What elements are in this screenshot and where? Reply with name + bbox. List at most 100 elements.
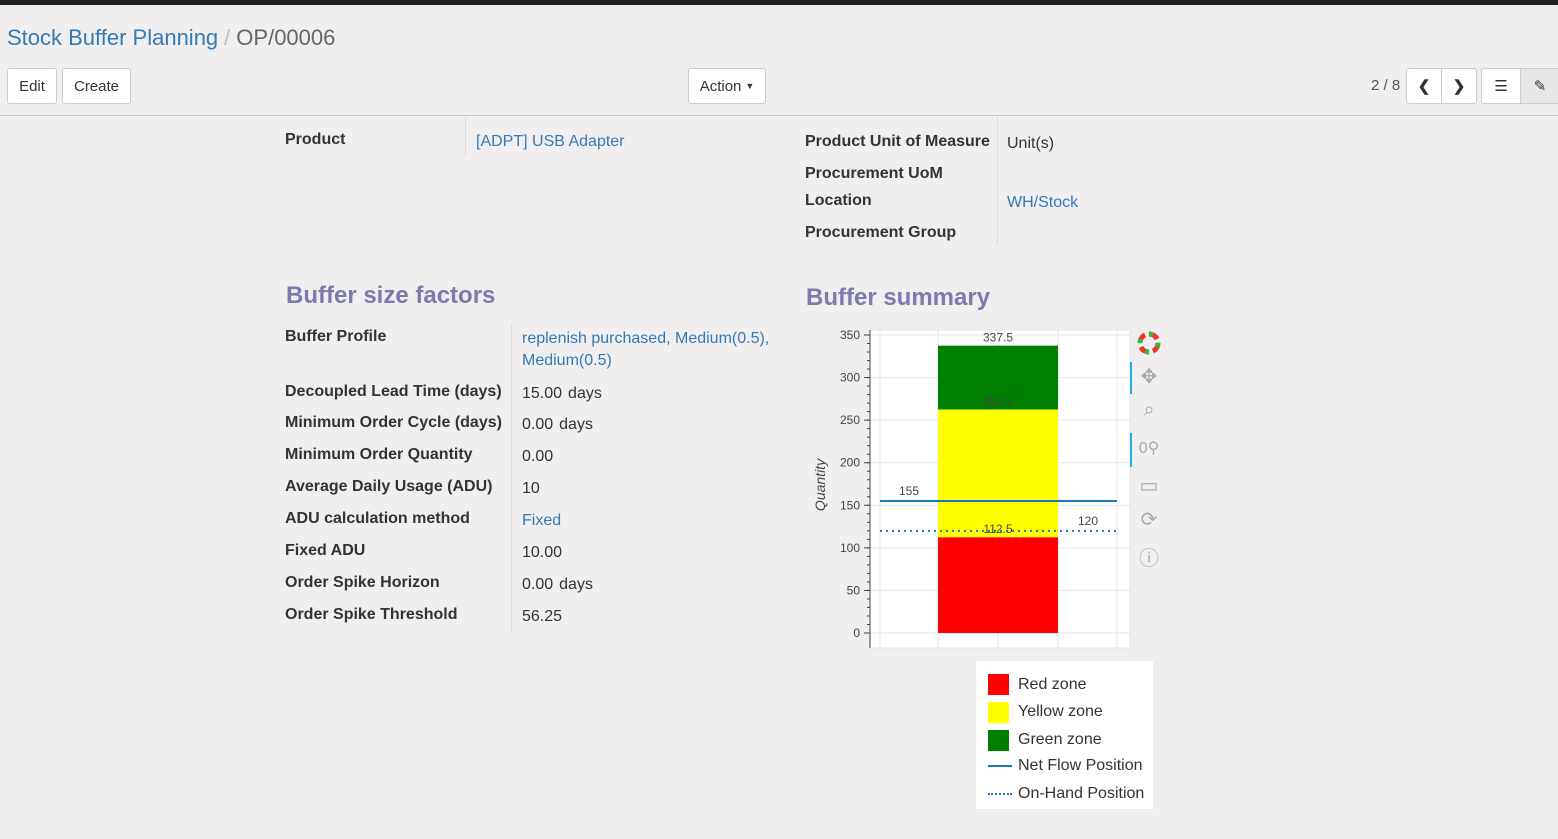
legend-swatch bbox=[988, 701, 1009, 723]
factor-value-text: 0.00 bbox=[522, 576, 554, 593]
factor-value-text: 10 bbox=[522, 480, 540, 497]
legend-swatch bbox=[988, 674, 1009, 695]
location-link[interactable]: WH/Stock bbox=[1007, 194, 1079, 211]
factor-value: 0.00 bbox=[522, 448, 553, 466]
next-button[interactable]: ❯ bbox=[1441, 68, 1477, 104]
active-tool-indicator bbox=[1130, 433, 1132, 467]
previous-button[interactable]: ❮ bbox=[1406, 68, 1442, 104]
factor-value-text: 10.00 bbox=[522, 544, 563, 561]
save-icon[interactable]: ▭ bbox=[1139, 475, 1159, 497]
product-label: Product bbox=[285, 131, 346, 148]
bokeh-logo-icon[interactable] bbox=[1136, 330, 1162, 356]
legend-item: Green zone bbox=[988, 729, 1102, 751]
buffer-summary-title: Buffer summary bbox=[806, 284, 991, 311]
y-tick-label: 200 bbox=[840, 456, 860, 470]
factor-value-text: Fixed bbox=[522, 512, 562, 529]
y-tick-label: 350 bbox=[840, 328, 860, 342]
legend-item: Net Flow Position bbox=[988, 757, 1143, 775]
location-label: Location bbox=[805, 192, 872, 209]
factor-value-text: replenish purchased, Medium(0.5), Medium… bbox=[522, 330, 770, 369]
factor-value: 10 bbox=[522, 480, 540, 498]
procurement-uom-label: Procurement UoM bbox=[805, 165, 943, 182]
control-panel: Stock Buffer Planning / OP/00006 Edit Crea… bbox=[0, 5, 1558, 116]
divider bbox=[997, 117, 998, 245]
uom-label: Product Unit of Measure bbox=[805, 133, 990, 150]
buffer-chart: 0 50 100 150 200 250 300 350 Quantity 112.5 262.5 3… bbox=[812, 328, 1131, 649]
divider bbox=[511, 324, 512, 632]
factor-label: Minimum Order Quantity bbox=[285, 446, 473, 463]
legend-label: Red zone bbox=[1018, 675, 1087, 693]
y-tick-label: 300 bbox=[840, 371, 860, 385]
list-icon: ☰ bbox=[1494, 78, 1508, 95]
breadcrumb-parent[interactable]: Stock Buffer Planning bbox=[7, 25, 219, 50]
pager-value: 2 / 8 bbox=[1371, 77, 1401, 94]
buffer-size-factors-title: Buffer size factors bbox=[286, 282, 496, 309]
bar-label: 112.5 bbox=[983, 522, 1012, 536]
y-tick-label: 0 bbox=[853, 626, 860, 640]
factor-value-text: 15.00 bbox=[522, 385, 563, 402]
bar-segment-yellow-zone bbox=[938, 409, 1058, 538]
factor-label: Minimum Order Cycle (days) bbox=[285, 414, 502, 431]
active-tool-indicator bbox=[1130, 362, 1132, 394]
caret-down-icon: ▼ bbox=[745, 81, 755, 91]
legend-item: Yellow zone bbox=[988, 701, 1103, 723]
legend-item: Red zone bbox=[988, 674, 1087, 695]
y-tick-label: 250 bbox=[840, 413, 860, 427]
breadcrumb: Stock Buffer Planning / OP/00006 bbox=[7, 25, 335, 51]
legend-label: Net Flow Position bbox=[1018, 757, 1143, 775]
bar-label: 262.5 bbox=[983, 395, 1013, 409]
y-axis-label: Quantity bbox=[812, 458, 828, 511]
factor-unit: days bbox=[568, 385, 602, 402]
form-view-button[interactable]: ✎ bbox=[1520, 68, 1558, 104]
factor-value: 0.00 days bbox=[522, 416, 593, 434]
chevron-left-icon: ❮ bbox=[1417, 78, 1431, 95]
factor-label: Order Spike Horizon bbox=[285, 574, 440, 591]
chart-legend: Red zone Yellow zone Green zone Net Flow Po… bbox=[975, 660, 1154, 810]
legend-item: On-Hand Position bbox=[988, 785, 1144, 803]
uom-value: Unit(s) bbox=[1007, 135, 1055, 152]
top-bar bbox=[0, 0, 1558, 5]
product-link[interactable]: [ADPT] USB Adapter bbox=[476, 133, 625, 150]
factor-value[interactable]: Fixed bbox=[522, 512, 561, 530]
legend-label: Green zone bbox=[1018, 731, 1102, 749]
factor-value: 10.00 bbox=[522, 544, 562, 562]
factor-label: Order Spike Threshold bbox=[285, 606, 458, 623]
factor-value: 0.00 days bbox=[522, 576, 593, 594]
line-label: 120 bbox=[1078, 514, 1098, 528]
box-zoom-icon[interactable]: ⌕ bbox=[1143, 399, 1155, 421]
list-view-button[interactable]: ☰ bbox=[1481, 68, 1521, 104]
factor-value: 15.00 days bbox=[522, 385, 602, 403]
y-tick-label: 100 bbox=[840, 541, 860, 555]
factor-label: Fixed ADU bbox=[285, 542, 366, 559]
factor-label: Buffer Profile bbox=[285, 328, 387, 345]
pan-icon[interactable]: ✥ bbox=[1140, 366, 1158, 388]
factor-value[interactable]: replenish purchased, Medium(0.5), Medium… bbox=[522, 328, 782, 372]
action-button[interactable]: Action ▼ bbox=[688, 68, 766, 104]
line-label: 155 bbox=[899, 484, 919, 498]
factor-label: ADU calculation method bbox=[285, 510, 470, 527]
procurement-group-label: Procurement Group bbox=[805, 224, 957, 241]
reset-icon[interactable]: ⟳ bbox=[1140, 509, 1158, 531]
help-icon[interactable]: ⓘ bbox=[1139, 548, 1159, 570]
edit-button[interactable]: Edit bbox=[7, 68, 57, 104]
bar-segment-green-zone bbox=[938, 345, 1058, 410]
bar-segment-red-zone bbox=[938, 537, 1058, 633]
factor-value-text: 0.00 bbox=[522, 448, 554, 465]
legend-swatch bbox=[988, 765, 1012, 768]
create-button[interactable]: Create bbox=[62, 68, 131, 104]
legend-swatch bbox=[988, 793, 1012, 796]
factor-value-text: 56.25 bbox=[522, 608, 563, 625]
action-label: Action bbox=[699, 77, 742, 95]
wheel-zoom-icon[interactable]: 0⚲ bbox=[1138, 440, 1160, 457]
y-tick-label: 150 bbox=[840, 498, 860, 512]
factor-unit: days bbox=[559, 416, 593, 433]
chevron-right-icon: ❯ bbox=[1452, 78, 1466, 95]
breadcrumb-current: OP/00006 bbox=[236, 25, 336, 50]
legend-label: Yellow zone bbox=[1018, 703, 1103, 721]
y-tick-label: 50 bbox=[847, 583, 861, 597]
factor-value: 56.25 bbox=[522, 608, 562, 626]
bar-label: 337.5 bbox=[983, 331, 1013, 345]
factor-unit: days bbox=[559, 576, 593, 593]
divider bbox=[465, 117, 466, 157]
edit-form-icon: ✎ bbox=[1533, 78, 1547, 95]
